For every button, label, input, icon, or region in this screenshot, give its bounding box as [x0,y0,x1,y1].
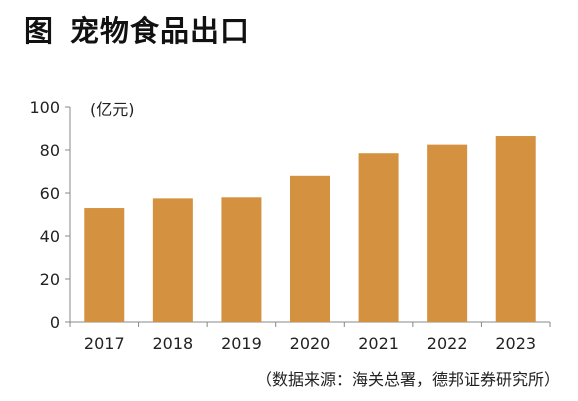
bar-2018 [152,198,193,322]
y-tick-label: 40 [40,227,60,246]
x-tick-label: 2018 [152,334,193,353]
bar-2022 [427,144,468,322]
figure-title: 图宠物食品出口 [24,8,250,50]
x-tick-label: 2022 [427,334,468,353]
x-tick-label: 2019 [221,334,262,353]
x-tick-label: 2021 [358,334,399,353]
source-note: （数据来源：海关总署，德邦证券研究所） [255,370,560,389]
y-tick-label: 20 [40,270,60,289]
y-tick-label: 60 [40,184,60,203]
bar-2021 [358,153,399,322]
y-axis-ticks: 0 20 40 60 80 100 [29,98,70,332]
unit-label: (亿元) [90,100,135,119]
x-tick-label: 2017 [84,334,125,353]
bar-2023 [495,136,536,322]
bar-2019 [221,197,262,322]
y-tick-label: 0 [50,313,60,332]
bars-group [84,136,536,322]
x-tick-label: 2020 [290,334,331,353]
x-axis-ticks: 2017 2018 2019 2020 2021 2022 2023 [69,322,551,353]
y-tick-label: 80 [40,141,60,160]
bar-2017 [84,208,125,322]
x-tick-label: 2023 [495,334,536,353]
figure-label: 图 [24,14,55,48]
figure-title-text: 宠物食品出口 [70,14,251,48]
y-tick-label: 100 [29,98,60,117]
bar-2020 [290,175,330,322]
